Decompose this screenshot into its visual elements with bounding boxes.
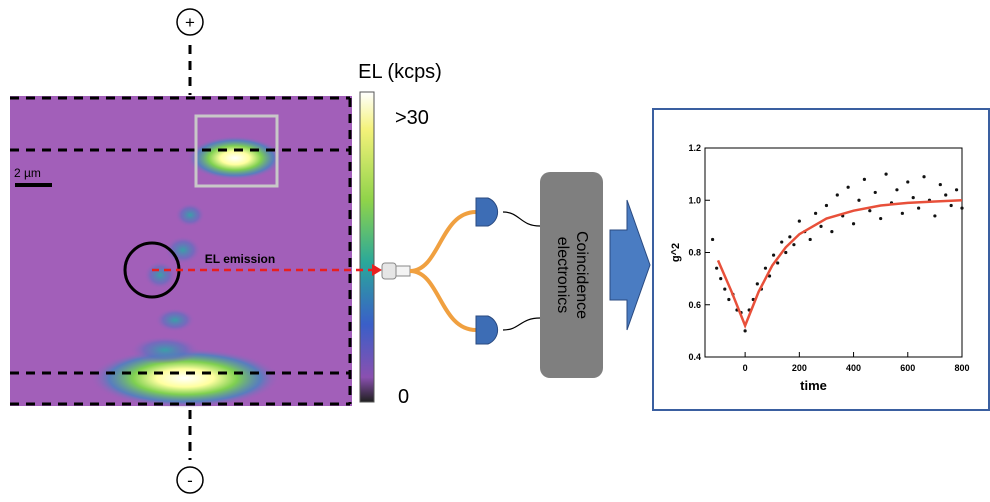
point xyxy=(764,267,767,270)
blob xyxy=(187,136,283,180)
fiber-connector xyxy=(382,263,396,279)
scale-label: 2 µm xyxy=(14,166,41,180)
y-axis-label: g^2 xyxy=(670,243,682,262)
point xyxy=(825,204,828,207)
point xyxy=(895,188,898,191)
y-tick-label: 1.2 xyxy=(688,143,701,153)
colorbar-max: >30 xyxy=(395,107,429,129)
point xyxy=(912,196,915,199)
blob xyxy=(175,203,205,227)
x-tick-label: 400 xyxy=(846,363,861,373)
point xyxy=(744,329,747,332)
x-tick-label: 0 xyxy=(743,363,748,373)
blob xyxy=(144,261,176,289)
y-tick-label: 0.4 xyxy=(688,352,701,362)
chart-frame xyxy=(653,109,989,410)
y-tick-label: 0.6 xyxy=(688,300,701,310)
point xyxy=(917,206,920,209)
point xyxy=(922,175,925,178)
point xyxy=(960,206,963,209)
blob xyxy=(130,336,200,364)
point xyxy=(798,220,801,223)
point xyxy=(906,180,909,183)
point xyxy=(857,199,860,202)
point xyxy=(868,209,871,212)
point xyxy=(950,204,953,207)
point xyxy=(884,173,887,176)
point xyxy=(830,230,833,233)
blob xyxy=(155,308,195,332)
point xyxy=(955,188,958,191)
electronics-label: Coincidence xyxy=(573,231,590,319)
point xyxy=(819,225,822,228)
fiber-connector xyxy=(396,266,410,276)
x-axis-label: time xyxy=(800,378,827,393)
point xyxy=(727,298,730,301)
figure: 2 µm + - EL (kcps) >30 0 EL emission Coi… xyxy=(0,0,990,502)
point xyxy=(852,222,855,225)
point xyxy=(723,287,726,290)
point xyxy=(874,191,877,194)
point xyxy=(939,183,942,186)
point xyxy=(792,243,795,246)
electronics-label: electronics xyxy=(554,237,571,313)
big-arrow xyxy=(610,200,650,330)
point xyxy=(711,238,714,241)
detector xyxy=(476,316,498,344)
point xyxy=(944,193,947,196)
minus-label: - xyxy=(187,471,193,490)
point xyxy=(879,217,882,220)
point xyxy=(933,214,936,217)
y-tick-label: 1.0 xyxy=(688,195,701,205)
point xyxy=(788,235,791,238)
point xyxy=(809,238,812,241)
colorbar-title: EL (kcps) xyxy=(358,61,442,83)
point xyxy=(780,240,783,243)
colorbar-min: 0 xyxy=(398,386,409,408)
cable xyxy=(503,212,540,330)
point xyxy=(863,178,866,181)
arrow-head xyxy=(372,264,382,276)
y-tick-label: 0.8 xyxy=(688,248,701,258)
point xyxy=(772,254,775,257)
point xyxy=(814,212,817,215)
point xyxy=(719,277,722,280)
point xyxy=(836,193,839,196)
colorbar xyxy=(360,92,374,402)
detector xyxy=(476,198,498,226)
emission-label: EL emission xyxy=(205,252,275,266)
x-tick-label: 200 xyxy=(792,363,807,373)
point xyxy=(715,267,718,270)
point xyxy=(901,212,904,215)
plus-label: + xyxy=(185,13,195,32)
fiber xyxy=(410,212,476,330)
x-tick-label: 800 xyxy=(954,363,969,373)
point xyxy=(756,282,759,285)
x-tick-label: 600 xyxy=(900,363,915,373)
point xyxy=(784,251,787,254)
point xyxy=(847,186,850,189)
